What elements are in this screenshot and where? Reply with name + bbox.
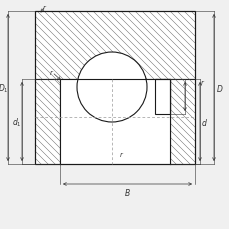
Text: $B$: $B$ (124, 187, 130, 198)
Bar (154, 80, 169, 114)
Bar (35, 12, 194, 80)
Text: $D_1$: $D_1$ (0, 82, 8, 94)
Text: $D$: $D$ (215, 83, 223, 94)
Bar (60, 80, 169, 164)
Text: $r$: $r$ (42, 3, 47, 11)
Bar (35, 80, 60, 164)
Bar (169, 80, 194, 164)
Text: $d_1$: $d_1$ (12, 116, 22, 128)
Text: $r$: $r$ (49, 68, 54, 77)
Bar (35, 12, 194, 164)
Text: $r$: $r$ (199, 78, 205, 87)
Text: $d$: $d$ (200, 117, 207, 128)
Text: $r$: $r$ (119, 150, 124, 159)
Bar (154, 80, 169, 114)
Circle shape (77, 53, 146, 123)
